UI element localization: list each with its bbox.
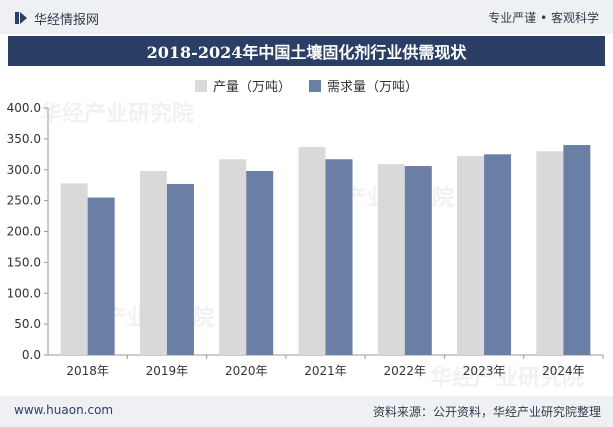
legend-swatch-production xyxy=(194,79,207,92)
bar-production-6 xyxy=(536,151,564,355)
x-tick-label-6: 2024年 xyxy=(542,364,585,378)
x-tick-label-5: 2023年 xyxy=(463,364,506,378)
legend-item-demand: 需求量（万吨） xyxy=(309,76,418,95)
y-tick-label-8: 400.0 xyxy=(7,101,41,115)
y-tick-label-7: 350.0 xyxy=(7,132,41,146)
x-tick-label-4: 2022年 xyxy=(384,364,427,378)
y-tick-label-2: 100.0 xyxy=(7,286,41,300)
bar-production-4 xyxy=(377,164,405,355)
chart-legend: 产量（万吨） 需求量（万吨） xyxy=(0,76,613,95)
bar-production-0 xyxy=(60,183,88,355)
y-tick-label-6: 300.0 xyxy=(7,163,41,177)
y-tick-label-4: 200.0 xyxy=(7,225,41,239)
x-tick-label-1: 2019年 xyxy=(146,364,189,378)
bar-demand-3 xyxy=(325,159,353,355)
bar-production-3 xyxy=(298,146,326,355)
bar-demand-0 xyxy=(87,197,115,355)
site-url[interactable]: www.huaon.com xyxy=(14,403,114,417)
bar-production-5 xyxy=(457,156,485,355)
brand[interactable]: 华经情报网 xyxy=(14,9,100,28)
x-tick-label-2: 2020年 xyxy=(225,364,268,378)
bar-demand-6 xyxy=(563,145,591,355)
logo-icon xyxy=(15,12,27,24)
bar-production-2 xyxy=(219,159,247,355)
x-tick-label-0: 2018年 xyxy=(66,364,109,378)
legend-label-demand: 需求量（万吨） xyxy=(327,80,419,95)
bar-demand-1 xyxy=(166,183,194,355)
site-name: 华经情报网 xyxy=(34,12,100,28)
y-tick-label-0: 0.0 xyxy=(22,348,41,362)
legend-swatch-demand xyxy=(309,79,321,92)
y-tick-label-5: 250.0 xyxy=(7,194,41,208)
y-tick-label-3: 150.0 xyxy=(7,255,41,269)
bar-demand-4 xyxy=(404,166,432,355)
y-tick-label-1: 50.0 xyxy=(14,317,41,331)
bar-production-1 xyxy=(139,170,167,355)
bar-demand-2 xyxy=(246,170,274,355)
tagline: 专业严谨 • 客观科学 xyxy=(488,11,599,25)
footer: www.huaon.com 资料来源：公开资料，华经产业研究院整理 xyxy=(0,396,613,427)
source-note: 资料来源：公开资料，华经产业研究院整理 xyxy=(372,405,601,419)
x-tick-label-3: 2021年 xyxy=(304,364,347,378)
legend-label-production: 产量（万吨） xyxy=(212,80,291,95)
bar-demand-5 xyxy=(484,154,512,355)
chart-title: 2018-2024年中国土壤固化剂行业供需现状 xyxy=(8,36,605,66)
top-bar: 华经情报网 专业严谨 • 客观科学 xyxy=(0,0,613,34)
legend-item-production: 产量（万吨） xyxy=(194,76,291,95)
